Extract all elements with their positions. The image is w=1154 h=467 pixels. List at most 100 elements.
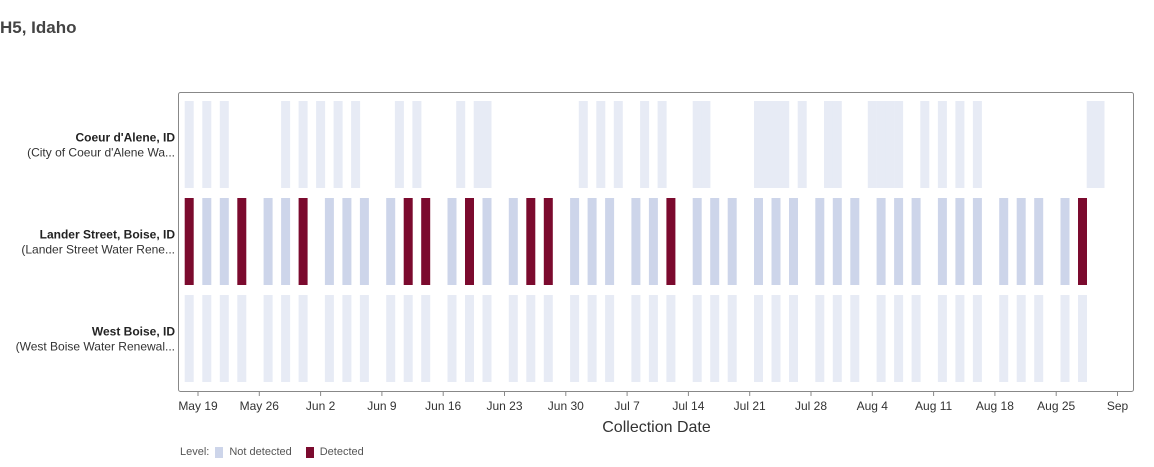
sample-bar[interactable]	[894, 198, 904, 285]
sample-bar[interactable]	[832, 101, 842, 188]
sample-bar[interactable]	[710, 198, 720, 285]
sample-bar[interactable]	[543, 295, 553, 382]
sample-bar[interactable]	[955, 295, 965, 382]
sample-bar[interactable]	[648, 198, 658, 285]
sample-bar[interactable]	[543, 198, 553, 285]
sample-bar[interactable]	[1095, 101, 1105, 188]
sample-bar[interactable]	[333, 101, 343, 188]
sample-bar[interactable]	[386, 198, 396, 285]
sample-bar[interactable]	[999, 295, 1009, 382]
sample-bar[interactable]	[937, 198, 947, 285]
sample-bar[interactable]	[237, 198, 247, 285]
sample-bar[interactable]	[324, 295, 334, 382]
sample-bar[interactable]	[955, 198, 965, 285]
sample-bar[interactable]	[920, 101, 930, 188]
sample-bar[interactable]	[876, 101, 886, 188]
sample-bar[interactable]	[482, 295, 492, 382]
sample-bar[interactable]	[421, 198, 431, 285]
sample-bar[interactable]	[456, 101, 466, 188]
sample-bar[interactable]	[640, 101, 650, 188]
sample-bar[interactable]	[894, 101, 904, 188]
sample-bar[interactable]	[1078, 198, 1087, 285]
sample-bar[interactable]	[219, 198, 229, 285]
sample-bar[interactable]	[824, 101, 833, 188]
sample-bar[interactable]	[815, 295, 825, 382]
sample-bar[interactable]	[447, 295, 457, 382]
sample-bar[interactable]	[885, 101, 895, 188]
sample-bar[interactable]	[832, 198, 842, 285]
sample-bar[interactable]	[666, 198, 676, 285]
sample-bar[interactable]	[605, 198, 615, 285]
sample-bar[interactable]	[184, 295, 194, 382]
sample-bar[interactable]	[281, 198, 291, 285]
sample-bar[interactable]	[937, 101, 947, 188]
sample-bar[interactable]	[219, 101, 229, 188]
sample-bar[interactable]	[587, 198, 597, 285]
sample-bar[interactable]	[298, 198, 308, 285]
sample-bar[interactable]	[710, 295, 720, 382]
sample-bar[interactable]	[298, 101, 308, 188]
sample-bar[interactable]	[666, 295, 676, 382]
sample-bar[interactable]	[1086, 101, 1096, 188]
sample-bar[interactable]	[447, 198, 457, 285]
sample-bar[interactable]	[465, 198, 474, 285]
sample-bar[interactable]	[754, 295, 763, 382]
sample-bar[interactable]	[298, 295, 308, 382]
legend-item-not-detected[interactable]: Not detected	[215, 446, 292, 458]
sample-bar[interactable]	[727, 198, 737, 285]
sample-bar[interactable]	[937, 295, 947, 382]
sample-bar[interactable]	[692, 295, 702, 382]
sample-bar[interactable]	[508, 198, 518, 285]
sample-bar[interactable]	[754, 198, 763, 285]
sample-bar[interactable]	[263, 295, 273, 382]
sample-bar[interactable]	[771, 295, 781, 382]
sample-bar[interactable]	[184, 101, 194, 188]
sample-bar[interactable]	[657, 101, 667, 188]
sample-bar[interactable]	[789, 198, 798, 285]
sample-bar[interactable]	[972, 198, 982, 285]
sample-bar[interactable]	[394, 101, 404, 188]
sample-bar[interactable]	[815, 198, 825, 285]
sample-bar[interactable]	[999, 198, 1009, 285]
sample-bar[interactable]	[613, 101, 623, 188]
sample-bar[interactable]	[351, 101, 361, 188]
sample-bar[interactable]	[570, 198, 580, 285]
sample-bar[interactable]	[754, 101, 763, 188]
sample-bar[interactable]	[972, 101, 982, 188]
sample-bar[interactable]	[342, 198, 352, 285]
sample-bar[interactable]	[359, 295, 369, 382]
sample-bar[interactable]	[324, 198, 334, 285]
sample-bar[interactable]	[184, 198, 194, 285]
sample-bar[interactable]	[771, 101, 781, 188]
sample-bar[interactable]	[789, 295, 798, 382]
sample-bar[interactable]	[832, 295, 842, 382]
sample-bar[interactable]	[894, 295, 904, 382]
sample-bar[interactable]	[359, 198, 369, 285]
sample-bar[interactable]	[526, 295, 536, 382]
sample-bar[interactable]	[403, 198, 413, 285]
sample-bar[interactable]	[237, 295, 247, 382]
sample-bar[interactable]	[412, 101, 422, 188]
sample-bar[interactable]	[570, 295, 580, 382]
sample-bar[interactable]	[631, 198, 641, 285]
sample-bar[interactable]	[1016, 295, 1026, 382]
sample-bar[interactable]	[605, 295, 615, 382]
sample-bar[interactable]	[596, 101, 606, 188]
sample-bar[interactable]	[762, 101, 772, 188]
sample-bar[interactable]	[587, 295, 597, 382]
sample-bar[interactable]	[202, 295, 212, 382]
sample-bar[interactable]	[692, 101, 702, 188]
sample-bar[interactable]	[403, 295, 413, 382]
sample-bar[interactable]	[1016, 198, 1026, 285]
sample-bar[interactable]	[631, 295, 641, 382]
sample-bar[interactable]	[876, 295, 886, 382]
sample-bar[interactable]	[911, 198, 921, 285]
sample-bar[interactable]	[1060, 198, 1070, 285]
sample-bar[interactable]	[281, 101, 291, 188]
sample-bar[interactable]	[692, 198, 702, 285]
sample-bar[interactable]	[316, 101, 326, 188]
sample-bar[interactable]	[386, 295, 396, 382]
sample-bar[interactable]	[1034, 198, 1044, 285]
sample-bar[interactable]	[911, 295, 921, 382]
sample-bar[interactable]	[1078, 295, 1087, 382]
